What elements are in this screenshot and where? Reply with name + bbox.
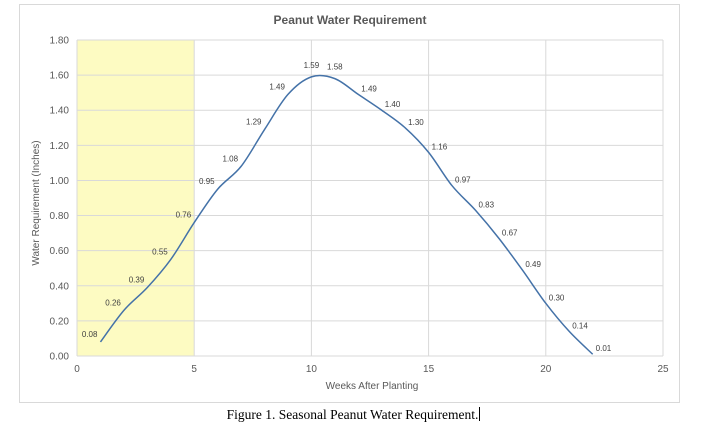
- data-label: 1.30: [408, 118, 424, 127]
- caption-text: Figure 1. Seasonal Peanut Water Requirem…: [226, 407, 479, 422]
- data-label: 1.59: [304, 61, 320, 70]
- data-label: 0.49: [525, 260, 541, 269]
- data-label: 0.76: [176, 211, 192, 220]
- x-tick-label: 15: [423, 364, 435, 375]
- chart-frame: 0.00 0.20 0.40 0.60 0.80 1.00 1.20 1.40 1.60 1.80…: [19, 4, 680, 403]
- y-tick-label: 1.80: [50, 36, 70, 47]
- y-tick-label: 0.00: [50, 352, 70, 363]
- data-label: 0.67: [502, 228, 518, 237]
- data-label: 0.08: [82, 330, 98, 339]
- data-label: 1.40: [385, 100, 401, 109]
- data-label: 1.49: [269, 82, 285, 91]
- x-tick-label: 25: [657, 364, 669, 375]
- y-tick-label: 1.20: [50, 141, 70, 152]
- y-tick-label: 0.60: [50, 246, 70, 257]
- figure-caption: Figure 1. Seasonal Peanut Water Requirem…: [0, 407, 707, 423]
- data-label: 0.26: [105, 298, 121, 307]
- data-label: 0.95: [199, 177, 215, 186]
- data-label: 0.01: [596, 344, 612, 353]
- y-tick-label: 1.60: [50, 71, 70, 82]
- y-tick-label: 1.40: [50, 106, 70, 117]
- y-axis-label: Water Requirement (Inches): [31, 140, 42, 265]
- y-tick-label: 0.20: [50, 316, 70, 327]
- data-label: 0.97: [455, 176, 471, 185]
- y-tick-label: 0.40: [50, 281, 70, 292]
- data-label: 0.30: [549, 293, 565, 302]
- data-label: 0.83: [478, 200, 494, 209]
- series-line: [99, 74, 594, 355]
- x-tick-label: 0: [74, 364, 80, 375]
- data-label: 1.29: [246, 118, 262, 127]
- x-tick-label: 10: [306, 364, 318, 375]
- y-tick-label: 1.00: [50, 176, 70, 187]
- data-label: 1.49: [361, 84, 377, 93]
- data-label: 1.16: [432, 142, 448, 151]
- line-chart: 0.00 0.20 0.40 0.60 0.80 1.00 1.20 1.40 1.60 1.80…: [31, 13, 669, 392]
- data-label: 0.55: [152, 247, 168, 256]
- x-tick-label: 20: [540, 364, 552, 375]
- highlight-band: [77, 40, 195, 356]
- chart-title: Peanut Water Requirement: [274, 13, 427, 27]
- text-cursor: [479, 407, 481, 421]
- y-tick-label: 0.80: [50, 211, 70, 222]
- data-label: 1.08: [223, 154, 239, 163]
- x-tick-label: 5: [191, 364, 197, 375]
- data-label: 0.14: [572, 321, 588, 330]
- data-label: 0.39: [129, 276, 145, 285]
- x-axis-label: Weeks After Planting: [326, 381, 419, 392]
- data-label: 1.58: [327, 63, 343, 72]
